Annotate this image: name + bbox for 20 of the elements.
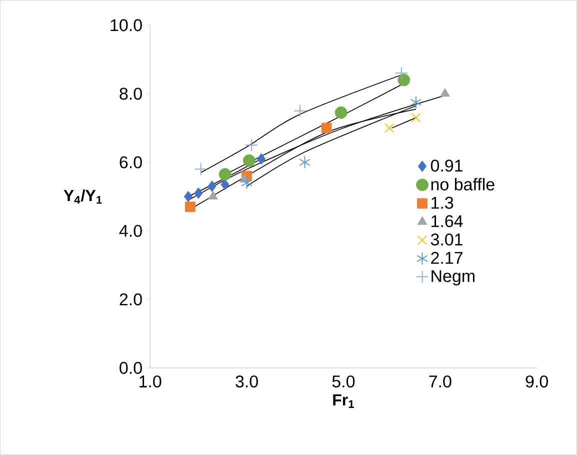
y-tick-label: 6.0: [120, 156, 142, 168]
legend-label: 1.64: [432, 215, 463, 228]
legend-label: 3.01: [430, 233, 462, 246]
text: Fr$_{1}$: [333, 394, 354, 408]
y-tick-label: 2.0: [120, 293, 142, 306]
y-tick-label: 4.0: [119, 224, 142, 237]
legend-label: Negm: [432, 270, 474, 286]
legend-label: 1.3: [432, 196, 454, 209]
x-tick-label: 9.0: [526, 375, 548, 388]
y-tick-label: 10.0: [110, 19, 142, 32]
legend-label: 2.17: [431, 252, 462, 264]
x-tick-label: 7.0: [429, 375, 452, 388]
text: Y$_{4}$/Y$_{1}$: [64, 189, 102, 204]
legend-label: no baffle: [431, 178, 494, 190]
y-tick-label: 8.0: [120, 88, 142, 100]
x-tick-label: 1.0: [140, 375, 162, 388]
x-tick-label: 5.0: [332, 375, 355, 388]
legend-label: 0.91: [430, 160, 462, 172]
x-tick-label: 3.0: [236, 375, 258, 388]
y-tick-label: 0.0: [120, 362, 142, 374]
